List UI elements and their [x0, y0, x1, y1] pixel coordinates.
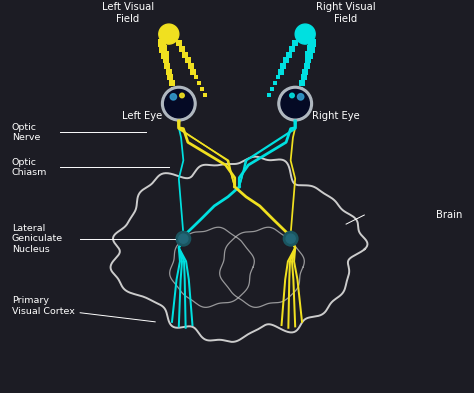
Point — [280, 63, 287, 69]
Point — [164, 63, 171, 69]
Point — [285, 51, 293, 58]
Point — [274, 74, 282, 81]
Circle shape — [298, 94, 304, 100]
Point — [301, 69, 309, 75]
Point — [199, 86, 206, 92]
Point — [307, 46, 314, 52]
Text: Left Eye: Left Eye — [122, 111, 162, 121]
Text: Left Visual
Field: Left Visual Field — [102, 2, 154, 24]
Circle shape — [286, 234, 295, 243]
Text: Optic
Chiasm: Optic Chiasm — [12, 158, 47, 177]
Point — [271, 80, 278, 86]
Point — [192, 74, 200, 81]
Point — [268, 86, 275, 92]
Circle shape — [176, 231, 191, 246]
Circle shape — [170, 94, 176, 100]
Point — [289, 46, 296, 52]
Point — [296, 92, 303, 98]
Point — [178, 46, 185, 52]
Text: Right Eye: Right Eye — [312, 111, 360, 121]
Point — [190, 69, 197, 75]
Point — [168, 80, 175, 86]
Circle shape — [295, 24, 315, 44]
Point — [169, 86, 177, 92]
Point — [161, 51, 169, 58]
Circle shape — [164, 90, 193, 118]
Point — [299, 80, 306, 86]
Point — [196, 80, 203, 86]
Point — [300, 74, 308, 81]
Circle shape — [159, 24, 179, 44]
Circle shape — [179, 234, 188, 243]
Point — [166, 74, 174, 81]
Point — [187, 63, 194, 69]
Circle shape — [278, 86, 312, 121]
Point — [265, 92, 273, 98]
Point — [304, 57, 312, 63]
Point — [277, 69, 284, 75]
Point — [165, 69, 173, 75]
Text: Primary
Visual Cortex: Primary Visual Cortex — [12, 296, 75, 316]
Point — [305, 51, 313, 58]
Point — [201, 92, 209, 98]
Point — [283, 57, 290, 63]
Point — [181, 51, 189, 58]
Point — [292, 40, 299, 46]
Point — [297, 86, 305, 92]
Point — [162, 57, 170, 63]
Text: Lateral
Geniculate
Nucleus: Lateral Geniculate Nucleus — [12, 224, 63, 253]
Circle shape — [281, 90, 310, 118]
Point — [160, 46, 167, 52]
Text: Brain: Brain — [436, 210, 462, 220]
Text: Right Visual
Field: Right Visual Field — [316, 2, 376, 24]
Point — [175, 40, 182, 46]
Circle shape — [162, 86, 196, 121]
Point — [303, 63, 310, 69]
Point — [184, 57, 191, 63]
Circle shape — [283, 231, 298, 246]
Circle shape — [180, 93, 184, 98]
Point — [308, 40, 316, 46]
Point — [171, 92, 178, 98]
Text: Optic
Nerve: Optic Nerve — [12, 123, 40, 142]
Point — [158, 40, 166, 46]
Circle shape — [290, 93, 294, 98]
